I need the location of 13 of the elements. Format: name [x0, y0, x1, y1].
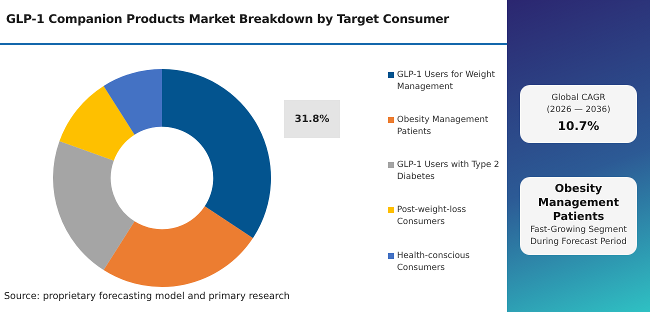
legend-label: Health-conscious Consumers: [396, 250, 471, 274]
text: (2026 — 2036): [546, 104, 612, 116]
text: 10.7%: [556, 119, 600, 133]
text: 31.8%: [284, 100, 340, 138]
legend-label: GLP-1 Users with Type 2 Diabetes: [396, 159, 500, 183]
chart-title: GLP-1 Companion Products Market Breakdown by Target Consumer: [6, 12, 450, 26]
text: Global CAGR: [550, 92, 606, 104]
text: Obesity Management Patients: [537, 182, 620, 224]
legend-label: Obesity Management Patients: [396, 114, 490, 138]
source-note: Source: proprietary forecasting model and primary research: [4, 291, 290, 302]
text: Fast-Growing Segment During Forecast Period: [529, 224, 628, 248]
legend-label: GLP-1 Users for Weight Management: [396, 69, 496, 93]
legend-label: Post-weight-loss Consumers: [396, 204, 467, 228]
